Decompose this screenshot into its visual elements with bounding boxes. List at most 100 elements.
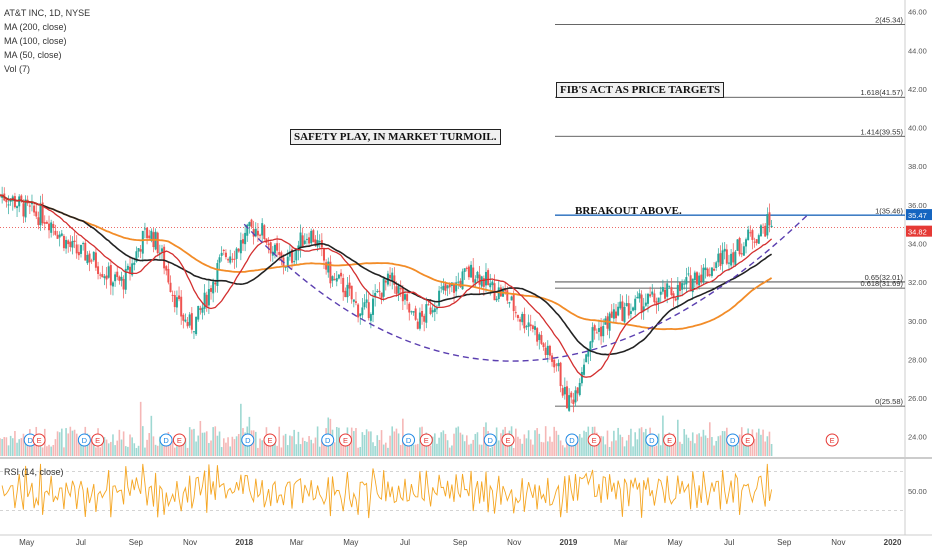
candle-body: [495, 298, 498, 301]
volume-bar: [387, 447, 389, 456]
volume-bar: [272, 438, 274, 456]
y-tick-label: 42.00: [908, 85, 927, 94]
candle-body: [670, 287, 673, 295]
candle-body: [570, 392, 573, 398]
candle-body: [759, 225, 762, 237]
candle-body: [214, 282, 217, 285]
x-tick-label: Nov: [507, 538, 521, 547]
candle-body: [173, 295, 176, 308]
event-marker: [32, 433, 46, 447]
candle-body: [531, 325, 534, 330]
volume-bar: [359, 446, 362, 456]
fib-label: 0.618(31.69): [860, 279, 903, 288]
candle-body: [642, 306, 645, 312]
candle-body: [433, 308, 436, 313]
volume-bar: [148, 433, 151, 456]
candle-body: [585, 354, 588, 363]
volume-bar: [719, 435, 722, 456]
candle-body: [212, 281, 215, 294]
candle-body: [440, 287, 443, 289]
candle-body: [589, 341, 592, 352]
candle-body: [389, 274, 392, 279]
volume-bar: [542, 442, 545, 456]
candle-body: [45, 221, 48, 224]
volume-bar: [208, 442, 210, 456]
volume-bar: [664, 434, 666, 456]
candle-body: [24, 199, 27, 218]
volume-bar: [370, 431, 372, 456]
volume-bar: [585, 431, 587, 456]
candle-body: [273, 244, 276, 254]
volume-bar: [120, 439, 123, 456]
candle-body: [9, 199, 12, 202]
event-marker: [338, 433, 352, 447]
candle-body: [143, 228, 146, 230]
volume-bar: [687, 437, 690, 456]
candle-body: [678, 282, 681, 292]
candle-body: [293, 261, 296, 263]
candle-body: [619, 301, 622, 309]
x-tick-label: 2019: [560, 538, 578, 547]
candle-body: [129, 266, 132, 273]
candle-body: [444, 283, 447, 291]
event-marker-label: D: [730, 436, 736, 445]
volume-bar: [18, 439, 20, 456]
volume-bar: [357, 447, 359, 456]
candle-body: [546, 345, 549, 355]
volume-bar: [670, 445, 673, 456]
volume-bar: [736, 445, 739, 456]
volume-bar: [636, 439, 639, 456]
candle-body: [131, 263, 134, 276]
event-marker: [91, 433, 105, 447]
candle-body: [101, 274, 104, 278]
volume-bar: [679, 441, 681, 456]
candle-body: [414, 308, 417, 320]
candle-body: [536, 328, 539, 342]
volume-bar: [760, 434, 762, 456]
volume-bar: [171, 440, 174, 456]
volume-bar: [728, 437, 730, 456]
candle-body: [116, 271, 119, 278]
candle-body: [615, 311, 618, 319]
candle-body: [395, 286, 398, 295]
candle-body: [399, 287, 402, 290]
candle-body: [146, 227, 149, 239]
candle-body: [540, 335, 543, 344]
volume-bar: [344, 442, 347, 456]
volume-bar: [453, 433, 455, 456]
candle-body: [182, 314, 185, 321]
volume-bar: [455, 427, 457, 456]
volume-bar: [598, 438, 600, 456]
volume-bar: [26, 442, 29, 456]
candle-body: [397, 285, 400, 294]
candle-body: [120, 276, 123, 281]
candle-body: [278, 251, 281, 255]
volume-bar: [284, 433, 287, 456]
candle-body: [687, 273, 690, 275]
candle-body: [99, 274, 102, 276]
candle-body: [534, 326, 537, 330]
candle-body: [600, 326, 603, 337]
volume-bar: [161, 437, 163, 456]
event-marker-label: E: [95, 436, 100, 445]
volume-bar: [713, 445, 715, 456]
candle-body: [646, 293, 649, 304]
event-marker-label: D: [163, 436, 169, 445]
volume-bar: [574, 439, 577, 456]
candle-body: [325, 262, 328, 270]
volume-bar: [129, 434, 131, 456]
volume-bar: [559, 440, 562, 456]
candle-body: [288, 251, 291, 257]
candle-body: [649, 294, 652, 297]
candle-body: [13, 196, 16, 208]
candle-body: [48, 223, 51, 231]
candle-body: [67, 240, 70, 245]
volume-bar: [291, 436, 293, 456]
candle-body: [457, 281, 460, 283]
candle-body: [725, 249, 728, 264]
volume-bar: [662, 415, 664, 456]
candle-body: [561, 388, 564, 396]
volume-bar: [67, 433, 70, 456]
candle-body: [384, 280, 387, 283]
